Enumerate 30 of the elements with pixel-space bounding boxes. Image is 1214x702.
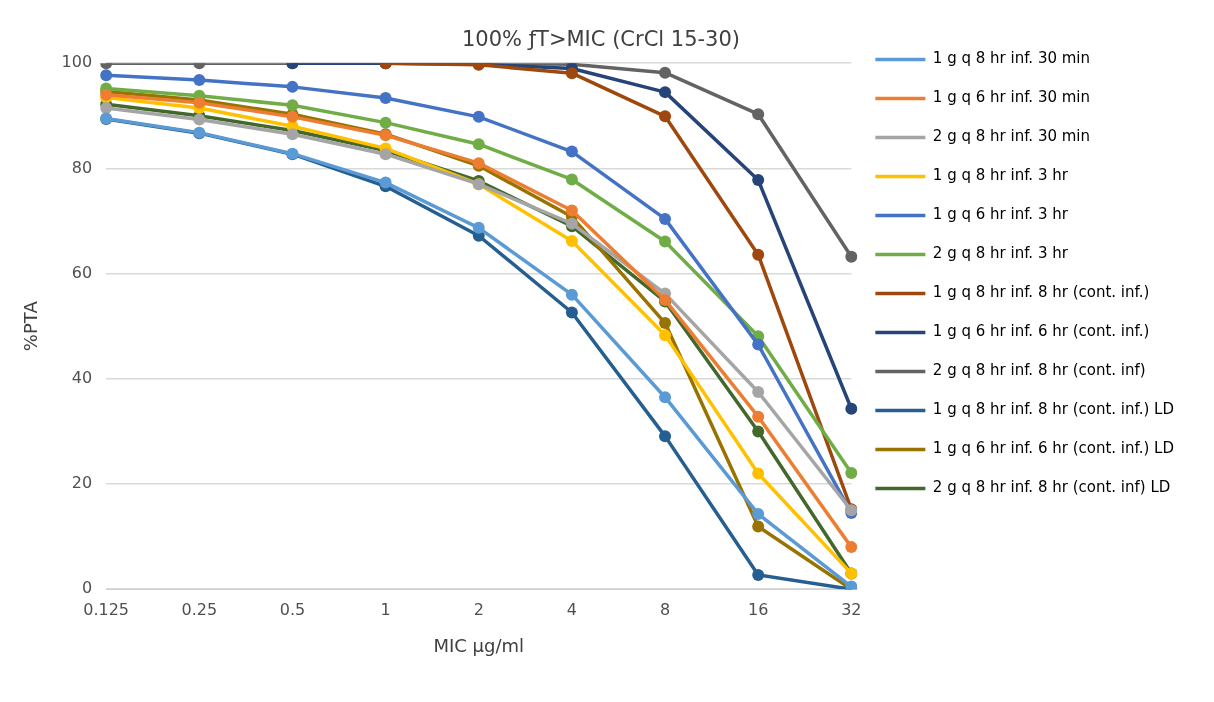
legend-label: 1 g q 6 hr inf. 3 hr [932,205,1069,224]
x-tick-label: 1 [380,599,391,619]
y-tick-label: 20 [71,473,93,493]
x-tick-label: 0.125 [83,599,130,619]
legend-label: 2 g q 8 hr inf. 3 hr [932,244,1069,263]
x-axis-title: MIC µg/ml [433,634,525,656]
y-tick-label: 100 [61,52,93,72]
y-axis-title: %PTA [20,300,42,352]
y-tick-label: 80 [71,157,93,177]
y-tick-label: 0 [81,578,93,598]
legend-label: 1 g q 6 hr inf. 6 hr (cont. inf.) LD [932,439,1175,458]
x-tick-label: 0.5 [279,599,306,619]
x-tick-label: 0.25 [181,599,218,619]
legend-label: 1 g q 6 hr inf. 30 min [932,88,1091,107]
legend-label: 1 g q 8 hr inf. 3 hr [932,166,1069,185]
y-tick-label: 40 [71,367,93,387]
legend-label: 1 g q 8 hr inf. 8 hr (cont. inf.) LD [932,400,1175,419]
x-tick-label: 16 [748,599,769,619]
y-tick-label: 60 [71,262,93,282]
chart-title: 100% ƒT>MIC (CrCl 15-30) [461,27,741,52]
legend-label: 2 g q 8 hr inf. 8 hr (cont. inf) [932,361,1146,380]
legend-label: 1 g q 8 hr inf. 8 hr (cont. inf.) [932,283,1150,302]
legend-label: 2 g q 8 hr inf. 30 min [932,127,1091,146]
legend-label: 1 g q 6 hr inf. 6 hr (cont. inf.) [932,322,1150,341]
x-tick-label: 4 [566,599,577,619]
x-tick-label: 2 [473,599,484,619]
legend-label: 1 g q 8 hr inf. 30 min [932,49,1091,68]
x-tick-label: 8 [659,599,671,619]
x-tick-label: 32 [841,599,862,619]
legend-label: 2 g q 8 hr inf. 8 hr (cont. inf) LD [932,478,1171,497]
